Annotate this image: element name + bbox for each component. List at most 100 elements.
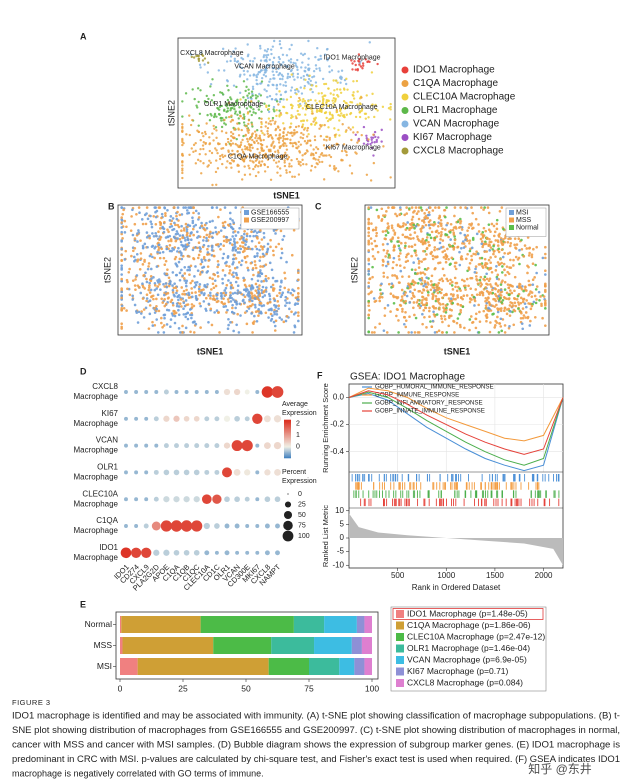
y-tick-label: -5 <box>337 547 345 556</box>
cell-dot <box>257 292 260 295</box>
cell-dot <box>418 306 422 310</box>
cell-dot <box>248 63 252 66</box>
cell-dot <box>485 319 488 323</box>
cell-dot <box>470 222 474 226</box>
cell-dot <box>417 266 421 269</box>
cell-dot <box>443 314 446 318</box>
cell-dot <box>263 102 266 105</box>
cell-dot <box>243 145 247 148</box>
cell-dot <box>513 275 517 279</box>
cell-dot <box>312 120 315 123</box>
cell-dot <box>178 271 182 275</box>
cell-dot <box>215 293 218 296</box>
cell-dot <box>231 149 234 152</box>
cell-dot <box>321 160 324 164</box>
cell-dot <box>265 60 268 63</box>
bar-segment <box>213 637 272 654</box>
cell-dot <box>238 122 241 125</box>
cell-dot <box>172 206 176 209</box>
bubble <box>275 550 280 556</box>
cell-dot <box>511 310 514 314</box>
cell-dot <box>145 277 148 281</box>
cell-dot <box>144 222 148 226</box>
cell-dot <box>244 260 248 264</box>
cell-dot <box>288 48 291 51</box>
cell-dot <box>519 301 523 305</box>
cell-dot <box>278 43 282 46</box>
cell-dot <box>284 137 287 141</box>
cell-dot <box>390 240 393 243</box>
cell-dot <box>149 274 153 278</box>
cell-dot <box>161 325 164 329</box>
cell-dot <box>531 283 535 286</box>
cell-dot <box>142 308 146 311</box>
cell-dot <box>251 85 255 88</box>
cell-dot <box>130 254 133 258</box>
cell-dot <box>383 314 387 317</box>
cell-dot <box>132 255 136 259</box>
cell-dot <box>283 286 287 290</box>
cell-dot <box>351 126 355 129</box>
cell-dot <box>512 323 516 327</box>
cell-dot <box>210 99 214 102</box>
cell-dot <box>259 139 263 142</box>
cell-dot <box>410 206 414 209</box>
cell-dot <box>419 206 423 209</box>
cell-dot <box>303 69 306 73</box>
cell-dot <box>261 255 265 258</box>
cell-dot <box>531 262 535 266</box>
cell-dot <box>201 132 204 135</box>
cell-dot <box>246 146 249 149</box>
cell-dot <box>403 322 406 326</box>
cell-dot <box>271 45 275 48</box>
cell-dot <box>123 231 127 234</box>
cell-dot <box>307 133 310 136</box>
cell-dot <box>433 331 437 334</box>
cell-dot <box>526 315 530 319</box>
cell-dot <box>227 238 230 242</box>
cell-dot <box>319 54 322 58</box>
cell-dot <box>470 206 473 209</box>
cell-dot <box>120 287 123 290</box>
cell-dot <box>327 126 330 129</box>
cell-dot <box>204 153 207 156</box>
cell-dot <box>452 293 455 296</box>
cell-dot <box>120 294 123 298</box>
cell-dot <box>367 267 370 271</box>
colorbar-step <box>284 438 291 441</box>
cell-dot <box>496 273 500 277</box>
cell-dot <box>375 231 378 235</box>
x-tick-label: 75 <box>304 683 314 693</box>
cell-dot <box>303 84 307 88</box>
cell-dot <box>149 214 152 218</box>
cell-dot <box>212 286 216 290</box>
row-label: C1QA <box>96 516 118 525</box>
y-axis-label: tSNE2 <box>166 100 176 126</box>
cell-dot <box>238 226 241 230</box>
cell-dot <box>378 322 381 326</box>
cell-dot <box>342 113 346 117</box>
cell-dot <box>245 234 249 238</box>
bubble <box>124 443 128 448</box>
cell-dot <box>497 331 501 334</box>
cell-dot <box>344 101 347 104</box>
cell-dot <box>438 308 441 311</box>
cell-dot <box>389 118 392 121</box>
cell-dot <box>295 157 299 161</box>
cell-dot <box>346 88 349 91</box>
cell-dot <box>422 288 425 291</box>
cell-dot <box>331 116 334 120</box>
cell-dot <box>302 162 305 166</box>
cell-dot <box>371 247 375 251</box>
cell-dot <box>243 115 246 118</box>
cell-dot <box>246 127 249 130</box>
bubble <box>231 440 243 452</box>
cell-dot <box>229 143 233 146</box>
cell-dot <box>122 306 126 310</box>
cell-dot <box>190 303 194 306</box>
cell-dot <box>304 78 307 82</box>
cell-dot <box>175 214 178 218</box>
cell-dot <box>278 77 282 81</box>
bubble <box>134 470 139 475</box>
cell-dot <box>310 152 313 155</box>
